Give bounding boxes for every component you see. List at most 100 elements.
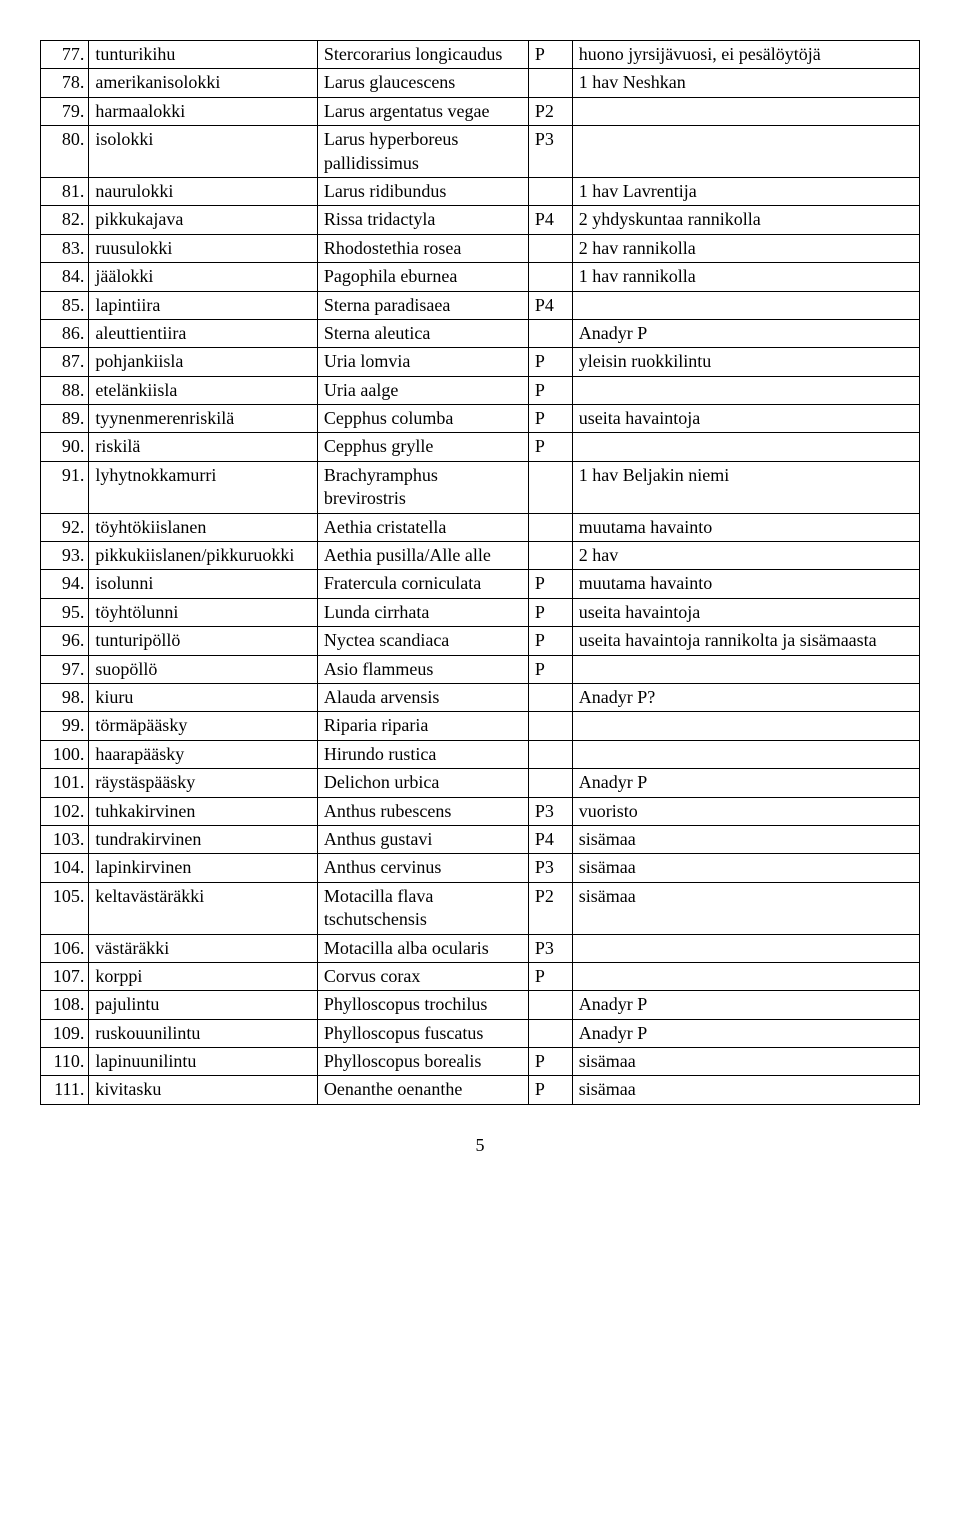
table-cell: Brachyramphus brevirostris — [317, 461, 528, 513]
table-cell: Phylloscopus trochilus — [317, 991, 528, 1019]
table-row: 80.isolokkiLarus hyperboreus pallidissim… — [41, 126, 920, 178]
table-cell: 92. — [41, 513, 89, 541]
table-cell: Fratercula corniculata — [317, 570, 528, 598]
table-cell: Anthus gustavi — [317, 825, 528, 853]
table-row: 103.tundrakirvinenAnthus gustaviP4sisäma… — [41, 825, 920, 853]
table-row: 85.lapintiiraSterna paradisaeaP4 — [41, 291, 920, 319]
table-cell: Aethia pusilla/Alle alle — [317, 542, 528, 570]
table-cell: Oenanthe oenanthe — [317, 1076, 528, 1104]
table-cell: tundrakirvinen — [89, 825, 318, 853]
table-cell: töyhtölunni — [89, 598, 318, 626]
table-cell: 97. — [41, 655, 89, 683]
table-cell: huono jyrsijävuosi, ei pesälöytöjä — [572, 41, 919, 69]
table-cell: 102. — [41, 797, 89, 825]
table-cell: Delichon urbica — [317, 769, 528, 797]
table-cell: jäälokki — [89, 263, 318, 291]
table-cell: 86. — [41, 319, 89, 347]
table-cell: Rissa tridactyla — [317, 206, 528, 234]
table-cell: törmäpääsky — [89, 712, 318, 740]
table-cell: useita havaintoja — [572, 598, 919, 626]
table-cell: 82. — [41, 206, 89, 234]
table-cell — [528, 69, 572, 97]
table-cell — [528, 769, 572, 797]
table-cell: 103. — [41, 825, 89, 853]
table-row: 98.kiuruAlauda arvensisAnadyr P? — [41, 683, 920, 711]
table-cell: 89. — [41, 405, 89, 433]
table-cell: yleisin ruokkilintu — [572, 348, 919, 376]
table-cell: Riparia riparia — [317, 712, 528, 740]
table-cell: töyhtökiislanen — [89, 513, 318, 541]
table-cell: Lunda cirrhata — [317, 598, 528, 626]
table-cell: etelänkiisla — [89, 376, 318, 404]
table-cell: P2 — [528, 97, 572, 125]
table-cell: P — [528, 348, 572, 376]
table-cell: korppi — [89, 962, 318, 990]
table-cell: Anadyr P? — [572, 683, 919, 711]
table-cell: P — [528, 405, 572, 433]
table-cell: amerikanisolokki — [89, 69, 318, 97]
table-cell: Sterna paradisaea — [317, 291, 528, 319]
table-cell: Sterna aleutica — [317, 319, 528, 347]
table-cell: lapintiira — [89, 291, 318, 319]
table-cell: 108. — [41, 991, 89, 1019]
table-cell: ruskouunilintu — [89, 1019, 318, 1047]
table-cell: Aethia cristatella — [317, 513, 528, 541]
table-row: 97.suopöllöAsio flammeusP — [41, 655, 920, 683]
table-row: 104.lapinkirvinenAnthus cervinusP3sisäma… — [41, 854, 920, 882]
table-cell: keltavästäräkki — [89, 882, 318, 934]
table-cell: 80. — [41, 126, 89, 178]
table-cell: P — [528, 433, 572, 461]
table-cell: Hirundo rustica — [317, 740, 528, 768]
table-cell: P — [528, 376, 572, 404]
table-cell: sisämaa — [572, 882, 919, 934]
table-cell: 1 hav Lavrentija — [572, 177, 919, 205]
table-cell: sisämaa — [572, 1076, 919, 1104]
table-row: 110.lapinuunilintuPhylloscopus borealisP… — [41, 1048, 920, 1076]
table-cell — [528, 740, 572, 768]
table-cell: 110. — [41, 1048, 89, 1076]
table-row: 111.kivitaskuOenanthe oenanthePsisämaa — [41, 1076, 920, 1104]
table-cell: 90. — [41, 433, 89, 461]
table-cell — [528, 263, 572, 291]
table-cell: P — [528, 41, 572, 69]
table-cell — [572, 126, 919, 178]
table-row: 105.keltavästäräkkiMotacilla flava tschu… — [41, 882, 920, 934]
table-row: 101.räystäspääskyDelichon urbicaAnadyr P — [41, 769, 920, 797]
table-cell: 87. — [41, 348, 89, 376]
table-cell: Stercorarius longicaudus — [317, 41, 528, 69]
table-cell: ruusulokki — [89, 234, 318, 262]
table-cell: 81. — [41, 177, 89, 205]
table-cell: Larus ridibundus — [317, 177, 528, 205]
table-cell: 101. — [41, 769, 89, 797]
table-cell — [528, 177, 572, 205]
table-cell: 88. — [41, 376, 89, 404]
table-cell: Anadyr P — [572, 769, 919, 797]
table-cell: P2 — [528, 882, 572, 934]
table-row: 93.pikkukiislanen/pikkuruokkiAethia pusi… — [41, 542, 920, 570]
table-cell: 2 hav rannikolla — [572, 234, 919, 262]
table-cell: Uria aalge — [317, 376, 528, 404]
table-cell: kivitasku — [89, 1076, 318, 1104]
table-row: 83.ruusulokkiRhodostethia rosea2 hav ran… — [41, 234, 920, 262]
table-cell: Rhodostethia rosea — [317, 234, 528, 262]
table-cell: harmaalokki — [89, 97, 318, 125]
table-cell: useita havaintoja rannikolta ja sisämaas… — [572, 627, 919, 655]
table-cell: Phylloscopus fuscatus — [317, 1019, 528, 1047]
table-cell: Nyctea scandiaca — [317, 627, 528, 655]
table-cell: isolokki — [89, 126, 318, 178]
table-cell: haarapääsky — [89, 740, 318, 768]
table-cell: sisämaa — [572, 854, 919, 882]
table-row: 89.tyynenmerenriskiläCepphus columbaPuse… — [41, 405, 920, 433]
table-cell: 109. — [41, 1019, 89, 1047]
table-row: 109.ruskouunilintuPhylloscopus fuscatusA… — [41, 1019, 920, 1047]
table-cell: 77. — [41, 41, 89, 69]
table-row: 91.lyhytnokkamurriBrachyramphus breviros… — [41, 461, 920, 513]
species-table: 77.tunturikihuStercorarius longicaudusPh… — [40, 40, 920, 1105]
table-cell: 1 hav rannikolla — [572, 263, 919, 291]
table-cell: pajulintu — [89, 991, 318, 1019]
table-row: 108.pajulintuPhylloscopus trochilusAnady… — [41, 991, 920, 1019]
table-cell: suopöllö — [89, 655, 318, 683]
table-cell: Cepphus grylle — [317, 433, 528, 461]
table-cell: muutama havainto — [572, 513, 919, 541]
table-row: 100.haarapääskyHirundo rustica — [41, 740, 920, 768]
